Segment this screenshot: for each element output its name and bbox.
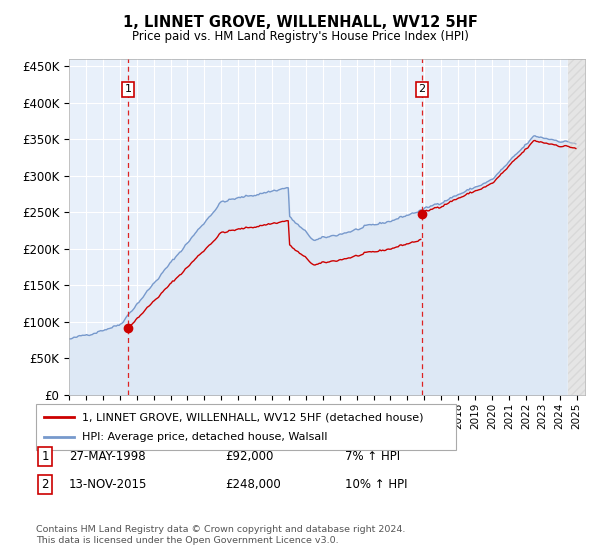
Text: 1: 1	[124, 85, 131, 95]
Text: 10% ↑ HPI: 10% ↑ HPI	[345, 478, 407, 491]
Text: 1, LINNET GROVE, WILLENHALL, WV12 5HF (detached house): 1, LINNET GROVE, WILLENHALL, WV12 5HF (d…	[82, 412, 424, 422]
Text: 2: 2	[418, 85, 425, 95]
Text: 1: 1	[41, 450, 49, 463]
Text: HPI: Average price, detached house, Walsall: HPI: Average price, detached house, Wals…	[82, 432, 328, 442]
Text: Price paid vs. HM Land Registry's House Price Index (HPI): Price paid vs. HM Land Registry's House …	[131, 30, 469, 43]
Text: 2: 2	[41, 478, 49, 491]
Text: 13-NOV-2015: 13-NOV-2015	[69, 478, 148, 491]
Text: Contains HM Land Registry data © Crown copyright and database right 2024.
This d: Contains HM Land Registry data © Crown c…	[36, 525, 406, 545]
Bar	[568, 59, 585, 395]
Text: 27-MAY-1998: 27-MAY-1998	[69, 450, 146, 463]
Text: 7% ↑ HPI: 7% ↑ HPI	[345, 450, 400, 463]
Text: 1, LINNET GROVE, WILLENHALL, WV12 5HF: 1, LINNET GROVE, WILLENHALL, WV12 5HF	[122, 15, 478, 30]
Text: £248,000: £248,000	[225, 478, 281, 491]
Bar	[568, 59, 585, 395]
Text: £92,000: £92,000	[225, 450, 274, 463]
